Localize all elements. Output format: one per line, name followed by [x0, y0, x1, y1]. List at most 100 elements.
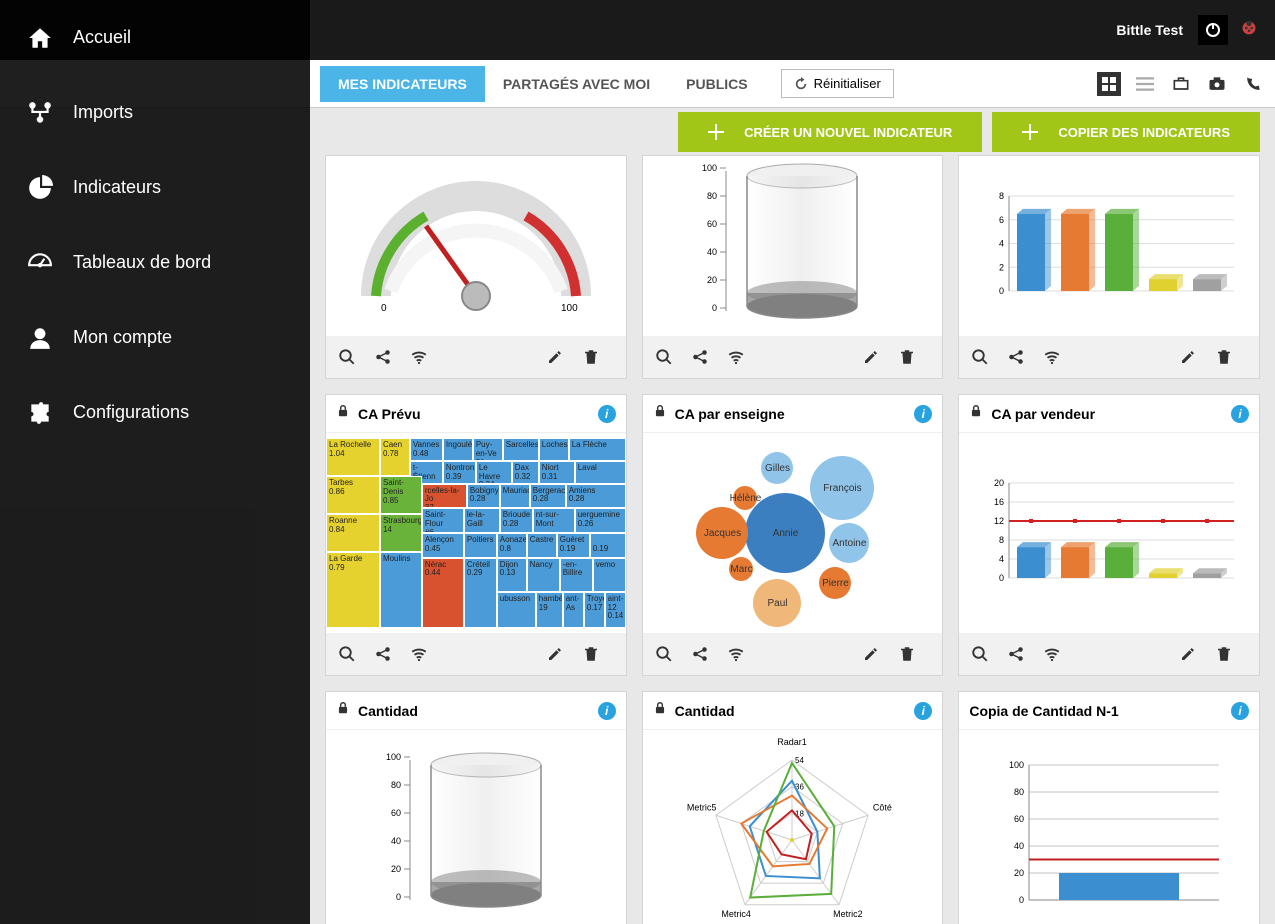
tab-partages[interactable]: PARTAGÉS AVEC MOI	[485, 66, 668, 102]
sidebar-item-indicateurs[interactable]: Indicateurs	[0, 150, 310, 225]
svg-text:60: 60	[707, 219, 717, 229]
indicator-card: CA par enseigne i AnnieFrançoisJacquesPa…	[642, 394, 944, 676]
info-icon[interactable]: i	[914, 405, 932, 423]
zoom-icon[interactable]	[336, 346, 358, 368]
power-button[interactable]	[1198, 15, 1228, 45]
sidebar-item-config[interactable]: Configurations	[0, 375, 310, 450]
phone-icon[interactable]	[1241, 72, 1265, 96]
card-title: CA par enseigne	[675, 406, 915, 422]
copy-indicators-button[interactable]: COPIER DES INDICATEURS	[992, 112, 1260, 152]
edit-icon[interactable]	[1177, 346, 1199, 368]
share-icon[interactable]	[689, 346, 711, 368]
zoom-icon[interactable]	[969, 643, 991, 665]
sidebar-label: Indicateurs	[73, 177, 161, 198]
zoom-icon[interactable]	[653, 346, 675, 368]
info-icon[interactable]: i	[1231, 405, 1249, 423]
zoom-icon[interactable]	[336, 643, 358, 665]
edit-icon[interactable]	[1177, 643, 1199, 665]
indicator-card: Copia de Cantidad N-1 i 020406080100	[958, 691, 1260, 924]
svg-text:8: 8	[999, 535, 1004, 545]
card-title: CA Prévu	[358, 406, 598, 422]
zoom-icon[interactable]	[653, 643, 675, 665]
share-icon[interactable]	[1005, 643, 1027, 665]
svg-text:60: 60	[1014, 814, 1024, 824]
card-chart: 020406080100	[326, 730, 626, 924]
indicator-card: 020406080100	[642, 155, 944, 379]
grid-view-icon[interactable]	[1097, 72, 1121, 96]
trash-icon[interactable]	[580, 643, 602, 665]
svg-text:0: 0	[1019, 895, 1024, 905]
svg-text:4: 4	[999, 554, 1004, 564]
lock-icon	[969, 404, 983, 423]
bug-icon[interactable]	[1238, 17, 1260, 44]
indicator-card: 0100	[325, 155, 627, 379]
svg-text:100: 100	[702, 163, 717, 173]
trash-icon[interactable]	[1213, 346, 1235, 368]
wifi-icon[interactable]	[725, 643, 747, 665]
puzzle-icon	[25, 398, 55, 428]
indicator-card: Cantidad i 020406080100	[325, 691, 627, 924]
info-icon[interactable]: i	[598, 405, 616, 423]
sidebar-item-accueil[interactable]: Accueil	[0, 0, 310, 75]
svg-text:100: 100	[561, 303, 578, 314]
sidebar-item-imports[interactable]: Imports	[0, 75, 310, 150]
edit-icon[interactable]	[544, 346, 566, 368]
sidebar-item-tableaux[interactable]: Tableaux de bord	[0, 225, 310, 300]
briefcase-icon[interactable]	[1169, 72, 1193, 96]
card-footer	[326, 336, 626, 378]
svg-text:100: 100	[1009, 760, 1024, 770]
zoom-icon[interactable]	[969, 346, 991, 368]
sidebar-label: Tableaux de bord	[73, 252, 211, 273]
indicator-grid: 0100 020406080100 02468	[325, 155, 1260, 924]
card-chart: 02468	[959, 156, 1259, 336]
wifi-icon[interactable]	[408, 643, 430, 665]
card-chart: 020406080100	[959, 730, 1259, 924]
wifi-icon[interactable]	[408, 346, 430, 368]
info-icon[interactable]: i	[914, 702, 932, 720]
svg-text:100: 100	[386, 752, 401, 762]
card-footer	[643, 336, 943, 378]
wifi-icon[interactable]	[725, 346, 747, 368]
share-icon[interactable]	[1005, 346, 1027, 368]
card-footer	[326, 633, 626, 675]
edit-icon[interactable]	[860, 643, 882, 665]
svg-text:Metric5: Metric5	[687, 803, 717, 813]
card-title: Cantidad	[675, 703, 915, 719]
card-chart: 048121620	[959, 433, 1259, 633]
svg-text:80: 80	[391, 780, 401, 790]
trash-icon[interactable]	[896, 643, 918, 665]
trash-icon[interactable]	[580, 346, 602, 368]
tab-mes-indicateurs[interactable]: MES INDICATEURS	[320, 66, 485, 102]
svg-text:2: 2	[999, 262, 1004, 272]
trash-icon[interactable]	[896, 346, 918, 368]
svg-text:20: 20	[1014, 868, 1024, 878]
edit-icon[interactable]	[860, 346, 882, 368]
reset-button[interactable]: Réinitialiser	[781, 69, 894, 98]
camera-icon[interactable]	[1205, 72, 1229, 96]
trash-icon[interactable]	[1213, 643, 1235, 665]
info-icon[interactable]: i	[1231, 702, 1249, 720]
sidebar-label: Configurations	[73, 402, 189, 423]
card-header: CA Prévu i	[326, 395, 626, 433]
share-icon[interactable]	[372, 643, 394, 665]
info-icon[interactable]: i	[598, 702, 616, 720]
card-header: Cantidad i	[643, 692, 943, 730]
svg-text:Metric4: Metric4	[722, 909, 752, 919]
edit-icon[interactable]	[544, 643, 566, 665]
indicator-card: CA par vendeur i 048121620	[958, 394, 1260, 676]
share-icon[interactable]	[372, 346, 394, 368]
list-view-icon[interactable]	[1133, 72, 1157, 96]
svg-text:0: 0	[712, 303, 717, 313]
tab-publics[interactable]: PUBLICS	[668, 66, 765, 102]
wifi-icon[interactable]	[1041, 643, 1063, 665]
svg-text:16: 16	[994, 497, 1004, 507]
action-bar: CRÉER UN NOUVEL INDICATEUR COPIER DES IN…	[678, 112, 1260, 152]
sidebar-item-compte[interactable]: Mon compte	[0, 300, 310, 375]
share-icon[interactable]	[689, 643, 711, 665]
create-indicator-button[interactable]: CRÉER UN NOUVEL INDICATEUR	[678, 112, 982, 152]
card-header: CA par enseigne i	[643, 395, 943, 433]
svg-text:54: 54	[795, 756, 804, 765]
card-header: Cantidad i	[326, 692, 626, 730]
card-footer	[643, 633, 943, 675]
wifi-icon[interactable]	[1041, 346, 1063, 368]
